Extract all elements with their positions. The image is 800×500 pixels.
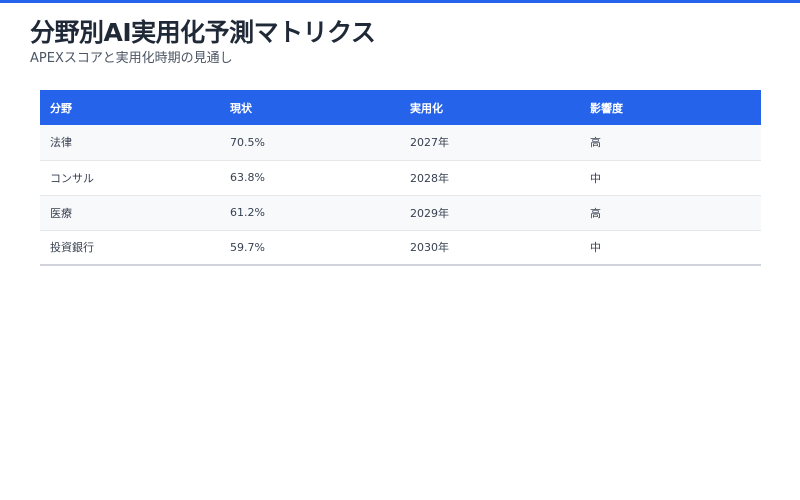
cell-impact: 中 <box>590 241 601 255</box>
table-row: 医療 61.2% 2029年 高 <box>40 195 761 230</box>
page-title: 分野別AI実用化予測マトリクス <box>30 18 376 47</box>
page-header: 分野別AI実用化予測マトリクス APEXスコアと実用化時期の見通し <box>30 18 376 68</box>
cell-status: 63.8% <box>230 171 265 184</box>
cell-status: 61.2% <box>230 206 265 219</box>
cell-practical-use: 2030年 <box>410 241 449 255</box>
cell-impact: 中 <box>590 171 601 185</box>
column-header-field: 分野 <box>50 101 72 115</box>
forecast-table: 分野 現状 実用化 影響度 法律 70.5% 2027年 高 コンサル 63.8… <box>40 90 761 266</box>
cell-field: 医療 <box>50 206 72 220</box>
column-header-impact: 影響度 <box>590 101 623 115</box>
cell-field: 投資銀行 <box>50 241 94 255</box>
table-header-row: 分野 現状 実用化 影響度 <box>40 90 761 125</box>
table-row: 投資銀行 59.7% 2030年 中 <box>40 230 761 265</box>
table-row: 法律 70.5% 2027年 高 <box>40 125 761 160</box>
cell-practical-use: 2028年 <box>410 171 449 185</box>
page-subtitle: APEXスコアと実用化時期の見通し <box>30 51 233 66</box>
accent-top-bar <box>0 0 800 3</box>
cell-status: 70.5% <box>230 135 265 149</box>
cell-field: 法律 <box>50 136 72 150</box>
cell-status: 59.7% <box>230 240 265 254</box>
column-header-practical-use: 実用化 <box>410 101 443 115</box>
cell-impact: 高 <box>590 136 601 150</box>
table-row: コンサル 63.8% 2028年 中 <box>40 160 761 195</box>
column-header-status: 現状 <box>230 101 252 115</box>
cell-practical-use: 2029年 <box>410 206 449 220</box>
forecast-table-container: 分野 現状 実用化 影響度 法律 70.5% 2027年 高 コンサル 63.8… <box>40 90 761 266</box>
cell-practical-use: 2027年 <box>410 136 449 150</box>
cell-field: コンサル <box>50 171 94 185</box>
cell-impact: 高 <box>590 206 601 220</box>
